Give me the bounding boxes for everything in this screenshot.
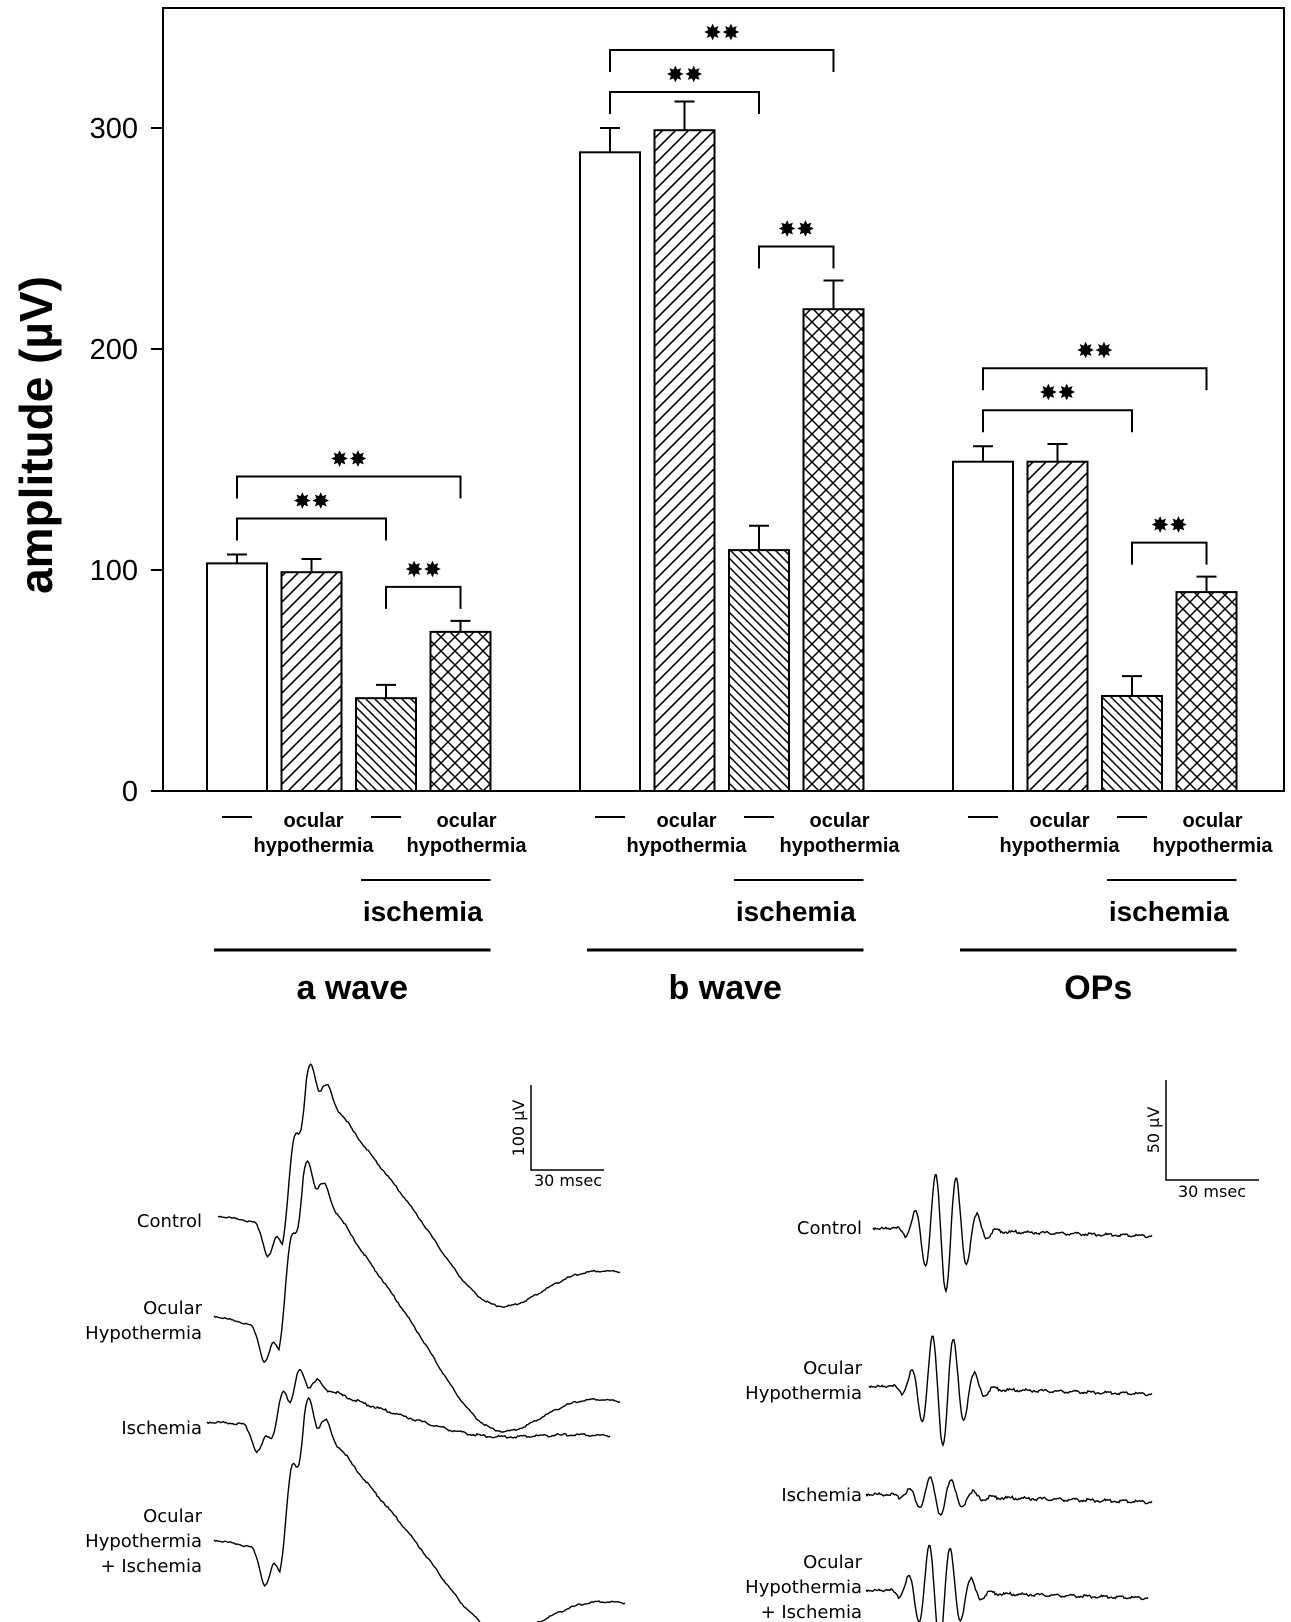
bar xyxy=(206,562,268,792)
significance-bracket xyxy=(609,49,835,72)
y-tick-label: 200 xyxy=(90,334,138,366)
ops-trace-labels: Control Ocular Hypothermia Ischemia Ocular Hy… xyxy=(745,1218,862,1622)
ops-trace xyxy=(868,1335,1153,1448)
significance-marker: ✸✸ xyxy=(293,489,330,514)
bar xyxy=(653,129,716,792)
ops-trace-label: Ischemia xyxy=(781,1485,862,1506)
erg-trace-label: Ocular xyxy=(143,1298,203,1319)
erg-trace xyxy=(217,1063,621,1308)
ops-trace-label: Hypothermia xyxy=(745,1577,862,1598)
erg-trace-label: + Ischemia xyxy=(101,1556,202,1577)
bar-label-ocular: ocular xyxy=(656,810,716,832)
erg-trace xyxy=(213,1160,621,1433)
bar-label-ocular: ocular xyxy=(1182,810,1242,832)
ops-trace-label: Ocular xyxy=(803,1552,863,1573)
bar-label-ocular: ocular xyxy=(283,810,343,832)
ischemia-label: ischemia xyxy=(736,896,856,927)
erg-trace-label: Ischemia xyxy=(121,1418,202,1439)
bar xyxy=(802,308,865,792)
significance-marker: ✸✸ xyxy=(1151,513,1188,538)
group-label: b wave xyxy=(669,969,782,1007)
bar xyxy=(280,571,343,793)
bar-label-hypothermia: hypothermia xyxy=(1152,835,1273,857)
category-labels-layer: ocular hypothermia ocular hypothermia ischem… xyxy=(214,810,1273,1007)
bar-label-ocular: ocular xyxy=(1029,810,1089,832)
significance-marker: ✸✸ xyxy=(703,20,740,45)
bar xyxy=(1175,591,1238,792)
plot-frame xyxy=(162,7,1285,792)
bar-label-hypothermia: hypothermia xyxy=(406,835,527,857)
y-axis: 0 100 200 300 xyxy=(90,113,163,808)
ops-trace-label: Control xyxy=(797,1218,862,1239)
bar-label-hypothermia: hypothermia xyxy=(779,835,900,857)
ops-trace xyxy=(872,1173,1153,1294)
significance-bracket xyxy=(1131,541,1208,565)
bar-label-ocular: ocular xyxy=(436,810,496,832)
bar xyxy=(1101,694,1163,792)
ops-trace-label: Hypothermia xyxy=(745,1383,862,1404)
bar-label-hypothermia: hypothermia xyxy=(253,835,374,857)
significance-bracket xyxy=(236,475,462,499)
ops-scale-bar: 50 µV 30 msec xyxy=(1144,1080,1259,1201)
erg-trace-labels: Control Ocular Hypothermia Ischemia Ocular Hy… xyxy=(85,1211,202,1577)
significance-bracket xyxy=(236,517,387,541)
bar-label-hypothermia: hypothermia xyxy=(999,835,1120,857)
bar xyxy=(579,151,641,792)
bar xyxy=(429,630,492,792)
ischemia-label: ischemia xyxy=(363,896,483,927)
ops-trace xyxy=(865,1476,1153,1517)
y-tick-label: 100 xyxy=(90,555,138,587)
significance-marker: ✸✸ xyxy=(666,62,703,87)
ops-scale-y-label: 50 µV xyxy=(1144,1107,1163,1154)
bar-label-hypothermia: hypothermia xyxy=(626,835,747,857)
erg-trace-label: Ocular xyxy=(143,1506,203,1527)
y-tick-label: 0 xyxy=(122,776,138,808)
erg-scale-y-label: 100 µV xyxy=(509,1100,528,1157)
ops-trace xyxy=(865,1544,1149,1622)
ops-trace-label: Ocular xyxy=(803,1358,863,1379)
bar xyxy=(952,460,1014,792)
bar xyxy=(355,697,417,792)
bar-label-ocular: ocular xyxy=(809,810,869,832)
erg-trace-label: Hypothermia xyxy=(85,1531,202,1552)
erg-traces xyxy=(206,1063,626,1622)
erg-scale-x-label: 30 msec xyxy=(534,1171,602,1190)
y-tick-label: 300 xyxy=(90,113,138,145)
significance-bracket xyxy=(609,91,760,114)
bar xyxy=(728,549,790,792)
significance-marker: ✸✸ xyxy=(330,447,367,472)
significance-marker: ✸✸ xyxy=(778,216,815,241)
significance-marker: ✸✸ xyxy=(405,557,442,582)
erg-trace-label: Control xyxy=(137,1211,202,1232)
ops-traces xyxy=(865,1173,1153,1622)
significance-bracket xyxy=(982,409,1133,433)
ops-trace-label: + Ischemia xyxy=(761,1602,862,1622)
y-axis-label: amplitude (µV) xyxy=(10,276,62,594)
bars-layer xyxy=(206,100,1238,793)
ops-scale-x-label: 30 msec xyxy=(1178,1182,1246,1201)
significance-bracket xyxy=(758,245,835,269)
significance-marker: ✸✸ xyxy=(1039,380,1076,405)
bar xyxy=(1026,460,1089,792)
significance-bracket xyxy=(385,585,462,609)
significance-marker: ✸✸ xyxy=(1076,338,1113,363)
group-label: a wave xyxy=(296,969,408,1007)
group-label: OPs xyxy=(1064,969,1132,1007)
erg-trace xyxy=(206,1368,611,1454)
ops-traces-panel: Control Ocular Hypothermia Ischemia Ocular Hy… xyxy=(745,1080,1259,1622)
erg-scale-bar: 100 µV 30 msec xyxy=(509,1085,604,1190)
ischemia-label: ischemia xyxy=(1109,896,1229,927)
erg-trace xyxy=(213,1396,626,1622)
erg-traces-panel: Control Ocular Hypothermia Ischemia Ocular Hy… xyxy=(85,1063,626,1622)
significance-bracket xyxy=(982,367,1208,391)
significance-layer: ✸✸✸✸✸✸✸✸✸✸✸✸✸✸✸✸✸✸ xyxy=(236,20,1208,609)
erg-trace-label: Hypothermia xyxy=(85,1323,202,1344)
